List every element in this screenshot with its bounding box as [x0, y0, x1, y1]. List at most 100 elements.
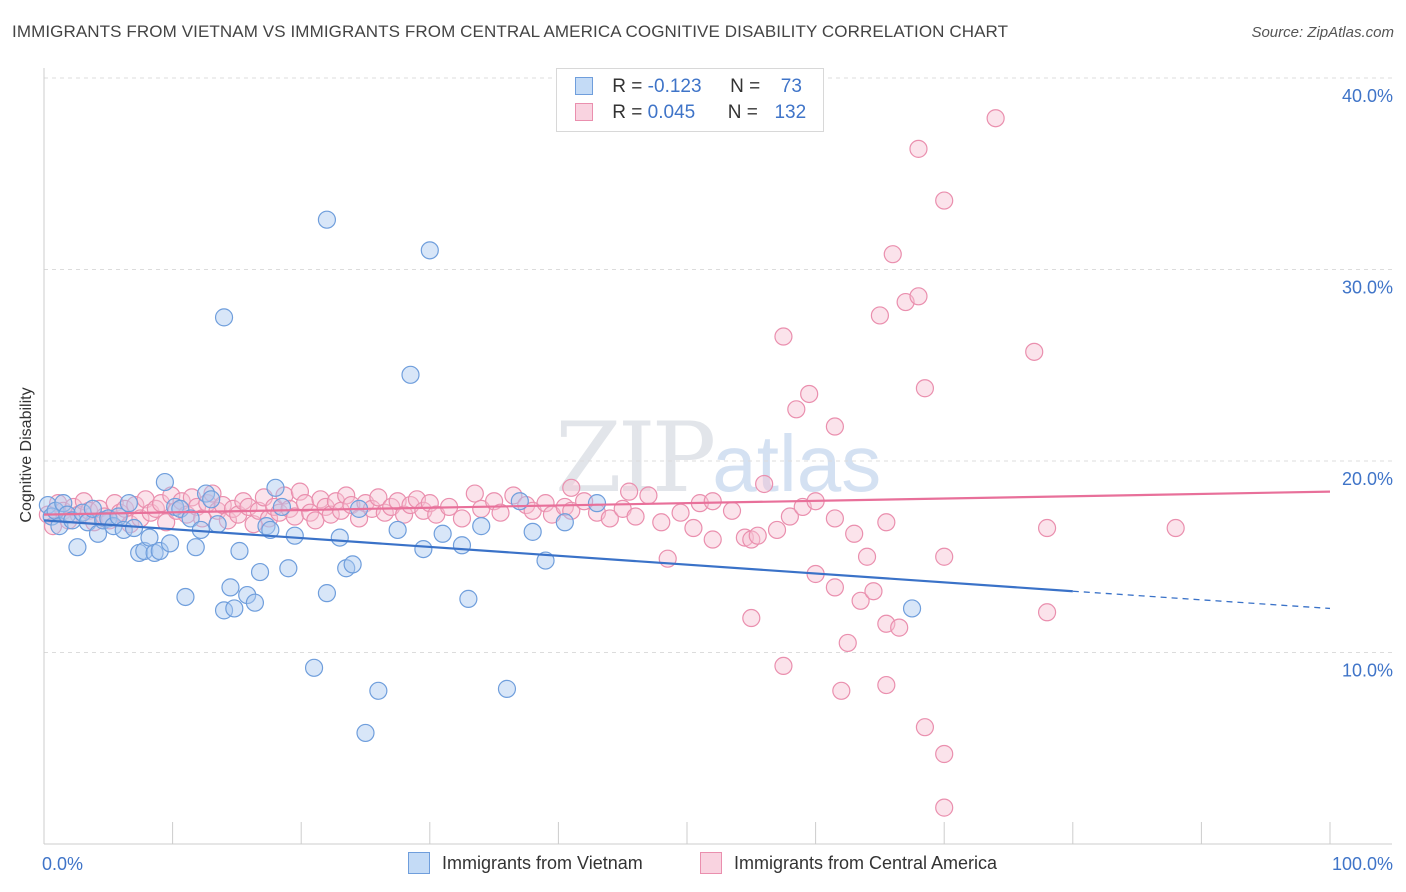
vietnam-point	[420, 241, 439, 260]
central-america-point	[562, 478, 581, 497]
y-tick-label: 10.0%	[1342, 661, 1393, 681]
vietnam-trend-line	[43, 519, 1073, 593]
central-america-point	[465, 484, 484, 503]
central-america-point	[774, 327, 793, 346]
vietnam-point	[497, 679, 517, 698]
central-america-point	[825, 578, 844, 597]
central-america-point	[536, 494, 555, 513]
central-america-point	[857, 547, 877, 566]
vietnam-point	[414, 539, 433, 559]
vietnam-point	[902, 599, 922, 618]
y-tick-label: 30.0%	[1342, 278, 1393, 298]
correlation-legend: R = -0.123 N = 73 R = 0.045 N = 132	[556, 68, 824, 132]
central-america-point	[639, 486, 658, 505]
vietnam-point	[221, 578, 240, 597]
central-america-point	[722, 501, 742, 520]
vietnam-point	[208, 515, 227, 534]
central-america-point	[780, 507, 799, 526]
central-america-point	[452, 509, 472, 528]
vietnam-point	[68, 538, 87, 557]
central-america-point	[1037, 603, 1057, 622]
central-america-points	[38, 109, 1185, 817]
vietnam-point	[388, 520, 407, 540]
central-america-point	[832, 681, 851, 700]
vietnam-point	[356, 723, 375, 743]
vietnam-point	[317, 584, 337, 603]
vietnam-point	[536, 551, 555, 570]
central-america-point	[864, 582, 883, 601]
vietnam-point	[285, 526, 304, 545]
vietnam-point	[587, 494, 607, 513]
central-america-point	[825, 417, 844, 436]
central-america-point	[890, 618, 909, 637]
vietnam-point	[176, 587, 195, 607]
bottom-legend-label-central-america: Immigrants from Central America	[734, 853, 998, 873]
central-america-point	[883, 245, 902, 264]
central-america-point	[800, 384, 819, 404]
central-america-point	[935, 798, 954, 817]
watermark: ZIPatlas	[555, 402, 881, 514]
central-america-point	[285, 507, 304, 526]
vietnam-point	[155, 472, 174, 492]
bottom-legend-vietnam: Immigrants from Vietnam	[408, 852, 643, 874]
legend-row-central-america: R = 0.045 N = 132	[575, 102, 806, 126]
x-tick-label-min: 0.0%	[42, 854, 83, 874]
vietnam-point	[160, 534, 180, 553]
central-america-point	[369, 488, 388, 507]
central-america-point	[562, 501, 581, 520]
legend-row-vietnam: R = -0.123 N = 73	[575, 76, 802, 100]
legend-n-label: N =	[730, 76, 761, 97]
vietnam-point	[401, 365, 420, 384]
legend-n-value-central-america: 132	[774, 102, 807, 123]
vietnam-point	[261, 520, 280, 540]
central-america-point	[223, 499, 243, 518]
central-america-trend-line	[43, 490, 1331, 516]
vietnam-point	[523, 522, 542, 541]
legend-r-label: R =	[612, 76, 643, 97]
central-america-point	[626, 507, 645, 526]
vietnam-point	[279, 559, 298, 578]
bottom-legend-label-vietnam: Immigrants from Vietnam	[442, 853, 643, 873]
x-tick-label-max: 100.0%	[1332, 854, 1393, 874]
central-america-point	[787, 400, 806, 419]
central-america-point	[845, 524, 864, 543]
central-america-point	[337, 486, 356, 505]
legend-r-value-central-america: 0.045	[647, 102, 696, 123]
legend-n-label: N =	[727, 102, 758, 123]
vietnam-point	[54, 494, 73, 513]
central-america-point	[742, 608, 761, 628]
central-america-point	[703, 530, 722, 549]
central-america-point	[671, 503, 690, 522]
central-america-point	[825, 509, 844, 528]
central-america-point	[909, 287, 928, 306]
central-america-point	[684, 518, 703, 538]
source-credit: Source: ZipAtlas.com	[1251, 24, 1394, 41]
vietnam-point	[150, 541, 169, 561]
central-america-point	[774, 656, 793, 676]
central-america-point	[1025, 342, 1044, 361]
vietnam-point	[343, 555, 362, 574]
bottom-legend-central-america: Immigrants from Central America	[700, 852, 997, 874]
bottom-legend-swatch-central-america	[700, 852, 722, 874]
bottom-legend-swatch-vietnam	[408, 852, 430, 874]
vietnam-point	[250, 562, 270, 582]
vietnam-point	[181, 509, 200, 528]
vietnam-point	[304, 658, 324, 677]
vietnam-point	[245, 593, 265, 612]
tick-labels: 10.0% 20.0% 30.0% 40.0% 0.0% 100.0%	[42, 86, 1393, 874]
vietnam-point	[555, 513, 574, 532]
central-america-point	[394, 505, 414, 524]
central-america-point	[909, 139, 928, 158]
central-america-point	[105, 494, 124, 513]
central-america-point	[1166, 518, 1185, 538]
vietnam-point	[63, 511, 82, 530]
watermark-zip: ZIP	[555, 402, 716, 514]
legend-swatch-vietnam	[575, 77, 593, 95]
central-america-point	[838, 633, 857, 653]
central-america-point	[877, 513, 896, 532]
central-america-point	[491, 503, 510, 522]
vietnam-point	[186, 538, 205, 557]
central-america-point	[703, 492, 722, 511]
y-tick-label: 40.0%	[1342, 86, 1393, 106]
